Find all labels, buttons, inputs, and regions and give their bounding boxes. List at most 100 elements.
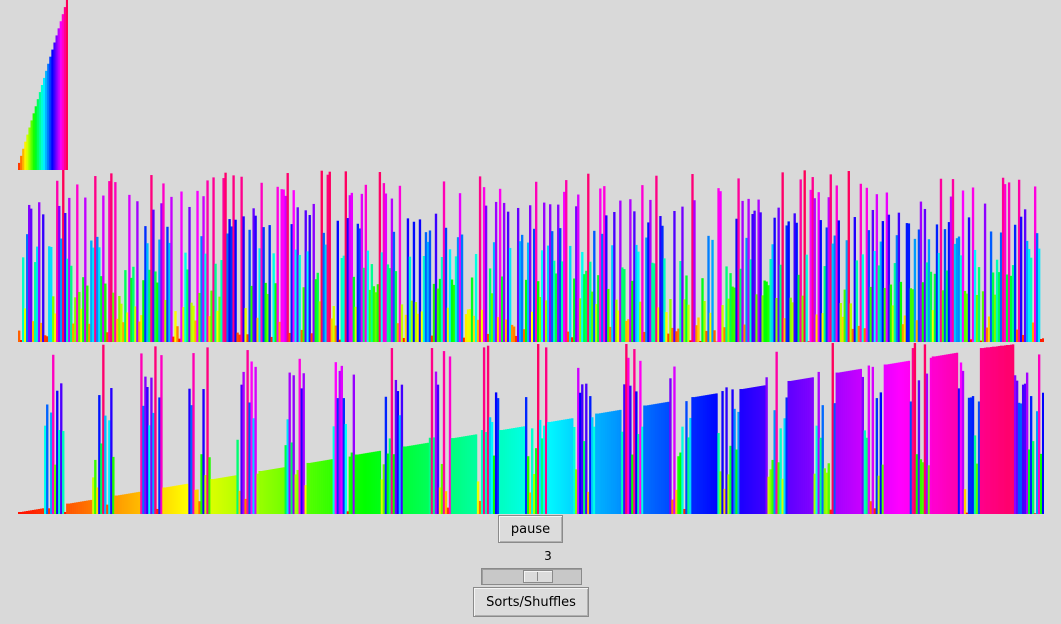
shuffled-bar [244, 308, 247, 342]
progress-bar [310, 462, 313, 514]
shuffled-bar [609, 326, 612, 342]
shuffled-bar [110, 173, 113, 342]
shuffled-bar [486, 333, 490, 342]
shuffled-bar [170, 196, 173, 342]
progress-bar [537, 344, 540, 514]
preview-bar [45, 70, 48, 170]
progress-bar [152, 412, 155, 514]
progress-bar [406, 446, 410, 514]
shuffled-bar [396, 323, 400, 342]
shuffled-bar [270, 336, 273, 342]
shuffled-bar [899, 281, 903, 342]
shuffled-bar [535, 181, 538, 342]
shuffled-bar [569, 245, 572, 342]
shuffled-bar [178, 338, 181, 342]
progress-bar [224, 477, 227, 514]
progress-bar [767, 476, 770, 514]
shuffled-bar [573, 278, 576, 342]
pause-button[interactable]: pause [498, 515, 563, 543]
shuffled-bar [671, 327, 674, 342]
progress-bar [825, 472, 828, 514]
progress-bar [603, 412, 606, 514]
shuffled-bar [719, 191, 722, 342]
progress-bar [480, 430, 484, 514]
shuffled-bar [504, 319, 508, 342]
progress-bar [861, 376, 864, 514]
speed-slider-handle[interactable] [523, 570, 554, 583]
progress-bar [260, 471, 263, 514]
shuffled-bar [759, 212, 762, 342]
preview-bar [36, 99, 40, 170]
progress-bar [849, 370, 852, 514]
shuffled-bar [284, 195, 287, 342]
progress-bar [975, 463, 979, 514]
progress-bar [851, 370, 854, 514]
progress-bar [753, 387, 756, 514]
shuffled-bar [164, 300, 167, 342]
shuffled-bar [370, 264, 374, 342]
shuffled-bar [997, 272, 1001, 342]
shuffled-bar [92, 247, 95, 342]
progress-bar [526, 456, 530, 514]
progress-bar [1037, 354, 1041, 514]
progress-bar [18, 511, 21, 514]
shuffled-bar [48, 246, 51, 342]
sorts-shuffles-button[interactable]: Sorts/Shuffles [473, 587, 589, 617]
sorting-progress-chart [18, 343, 1044, 514]
shuffled-bar [657, 307, 660, 342]
progress-bar [729, 445, 732, 514]
progress-bar [246, 350, 249, 514]
shuffled-bar [524, 279, 528, 342]
shuffled-bar [460, 234, 464, 342]
shuffled-bar [581, 251, 584, 342]
shuffled-bar [1009, 275, 1013, 342]
progress-bar [739, 389, 742, 514]
shuffled-bar [358, 228, 362, 342]
shuffled-bar [356, 223, 360, 342]
shuffled-bar [214, 263, 217, 342]
shuffled-bar [136, 201, 139, 342]
shuffled-bar [923, 208, 927, 342]
shuffled-bar [565, 180, 568, 342]
progress-bar [811, 377, 814, 514]
progress-bar [929, 357, 933, 514]
progress-bar [458, 437, 462, 514]
shuffled-bar [38, 202, 41, 342]
progress-bar [174, 485, 177, 514]
shuffled-bar [973, 249, 977, 342]
progress-bar [268, 469, 271, 514]
progress-bar [741, 389, 744, 514]
progress-bar [402, 446, 406, 514]
shuffled-bar [408, 256, 412, 342]
speed-slider[interactable] [481, 568, 582, 585]
progress-bar [635, 391, 638, 514]
shuffled-bar [909, 288, 913, 342]
progress-bar [176, 485, 179, 514]
progress-bar [280, 467, 283, 514]
shuffled-bar [779, 264, 782, 342]
shuffled-bar [905, 223, 909, 342]
progress-bar [711, 394, 714, 514]
shuffled-bar [120, 303, 123, 342]
progress-bar [28, 510, 31, 514]
progress-bar [316, 461, 319, 514]
progress-bar [238, 490, 241, 514]
shuffled-bar [290, 224, 293, 342]
shuffled-bar [332, 306, 335, 342]
progress-bar [248, 402, 251, 514]
progress-bar [941, 355, 945, 514]
progress-bar [102, 344, 105, 514]
progress-bar [172, 486, 175, 514]
progress-bar [474, 434, 478, 514]
shuffled-bar [330, 318, 333, 342]
shuffled-bar [24, 308, 27, 342]
shuffled-bar [869, 286, 873, 342]
progress-bar [272, 468, 275, 514]
shuffled-bar [360, 193, 364, 342]
progress-bar [573, 426, 576, 514]
progress-bar [50, 412, 53, 514]
progress-bar [679, 452, 682, 514]
progress-bar [817, 371, 820, 514]
progress-bar [699, 396, 702, 514]
shuffled-bar [723, 327, 726, 342]
